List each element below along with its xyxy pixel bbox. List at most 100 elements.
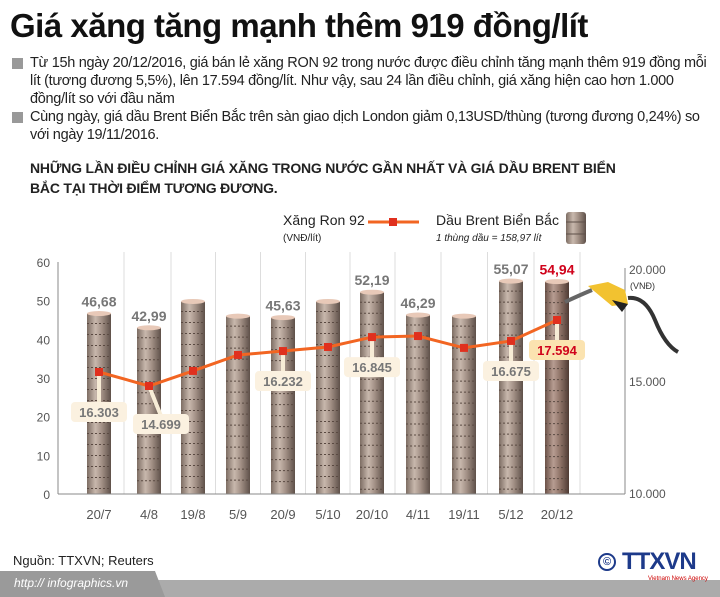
barrel-top (360, 289, 384, 295)
gasoline-label-box (255, 371, 311, 392)
logo-text: TTXVN (622, 548, 697, 575)
left-tick-label: 60 (37, 256, 51, 270)
gasoline-label-box (529, 339, 585, 360)
copyright-icon: © (598, 553, 616, 571)
website-link[interactable]: http:// infographics.vn (14, 576, 129, 590)
gasoline-data-label: 16.675 (491, 364, 531, 379)
gasoline-data-label: 14.699 (141, 417, 181, 432)
logo-subtext: Vietnam News Agency (648, 576, 708, 582)
brent-bar (226, 313, 250, 494)
ttxvn-logo: © TTXVN Vietnam News Agency (598, 550, 716, 584)
right-tick-label: 20.000 (629, 263, 666, 277)
gasoline-data-label: 16.845 (352, 360, 392, 375)
right-tick-label: 15.000 (629, 375, 666, 389)
barrel-body (452, 316, 476, 494)
left-tick-label: 20 (37, 411, 51, 425)
page-title: Giá xăng tăng mạnh thêm 919 đồng/lít (10, 7, 588, 44)
barrel-top (181, 298, 205, 304)
gasoline-label-box (71, 402, 127, 422)
gasoline-point (368, 333, 376, 342)
barrel-top (545, 279, 569, 285)
gasoline-label-box (483, 360, 539, 381)
gasoline-point (145, 382, 153, 390)
header: Giá xăng tăng mạnh thêm 919 đồng/lít Từ … (10, 6, 718, 198)
bullet-list: Từ 15h ngày 20/12/2016, giá bán lẻ xăng … (12, 54, 718, 144)
barrel-body (226, 316, 250, 494)
x-tick-label: 20/12 (541, 507, 574, 522)
x-tick-label: 20/7 (86, 507, 111, 522)
brent-data-label: 52,19 (354, 272, 389, 288)
brent-bar: 45,63 (265, 298, 301, 494)
footer-bar (0, 580, 720, 597)
left-tick-label: 40 (37, 333, 51, 347)
legend-gas-unit: (VNĐ/lít) (283, 233, 321, 244)
bullet-text: Cùng ngày, giá dầu Brent Biển Bắc trên s… (30, 109, 700, 143)
brent-data-label: 55,07 (493, 261, 528, 277)
barrel-top (452, 313, 476, 319)
barrel-top (316, 298, 340, 304)
x-tick-label: 4/8 (140, 507, 158, 522)
brent-bar: 55,07 (493, 261, 529, 494)
bullet-2: Cùng ngày, giá dầu Brent Biển Bắc trên s… (12, 108, 718, 144)
url-tab (0, 571, 165, 597)
brent-bar: 54,94 (539, 262, 575, 494)
brent-bar: 42,99 (131, 308, 167, 494)
right-axis-unit: (VNĐ) (630, 281, 655, 291)
brent-bar (452, 313, 476, 494)
source-text: Nguồn: TTXVN; Reuters (13, 553, 154, 568)
barrel-top (137, 325, 161, 331)
legend-brent-note: 1 thùng dầu = 158,97 lít (436, 232, 543, 244)
gasoline-label-box (344, 357, 400, 378)
legend-barrel-icon (566, 212, 586, 244)
legend-marker-icon (389, 218, 397, 226)
gasoline-point (460, 343, 468, 352)
barrel-top (406, 312, 430, 318)
gasoline-point (507, 336, 515, 345)
chart-title: NHỮNG LẦN ĐIỀU CHỈNH GIÁ XĂNG TRONG NƯỚC… (30, 160, 616, 196)
left-tick-label: 30 (37, 372, 51, 386)
legend-brent-label: Dầu Brent Biển Bắc (436, 212, 559, 228)
brent-data-label: 42,99 (131, 308, 166, 324)
callout-pointer (147, 385, 163, 417)
x-tick-label: 5/9 (229, 507, 247, 522)
gasoline-point (279, 347, 287, 356)
right-tick-label: 10.000 (629, 487, 666, 501)
legend-gas-label: Xăng Ron 92 (283, 212, 365, 228)
bullet-1: Từ 15h ngày 20/12/2016, giá bán lẻ xăng … (12, 54, 718, 108)
brent-data-label: 46,29 (400, 295, 435, 311)
left-tick-label: 10 (37, 449, 51, 463)
bullet-square-icon (12, 58, 23, 69)
chart: 46,68 42,99 45,63 52,19 46,29 55,07 54,94 16.3… (37, 212, 680, 522)
brent-data-label: 45,63 (265, 298, 300, 314)
barrel-body (360, 292, 384, 494)
barrel-body (271, 317, 295, 494)
x-tick-label: 4/11 (406, 507, 430, 522)
left-tick-label: 50 (37, 295, 51, 309)
barrel-top (271, 315, 295, 321)
gasoline-point (324, 342, 332, 351)
x-tick-label: 5/12 (498, 507, 523, 522)
gasoline-point (234, 350, 242, 359)
barrel-top (87, 311, 111, 317)
gasoline-point (414, 332, 422, 341)
gasoline-point (95, 368, 103, 376)
barrel-body (499, 281, 523, 494)
fuel-nozzle-icon (564, 282, 680, 354)
brent-bar: 52,19 (354, 272, 390, 494)
bullet-text: Từ 15h ngày 20/12/2016, giá bán lẻ xăng … (30, 55, 707, 107)
left-tick-label: 0 (43, 488, 50, 502)
x-tick-label: 20/9 (270, 507, 295, 522)
gasoline-label-box (133, 414, 189, 434)
x-tick-label: 20/10 (356, 507, 389, 522)
brent-data-label: 46,68 (81, 294, 116, 310)
gasoline-data-label: 16.303 (79, 405, 119, 420)
barrel-top (226, 313, 250, 319)
x-tick-label: 19/11 (448, 507, 480, 522)
brent-bar (316, 298, 340, 494)
brent-bar: 46,29 (400, 295, 436, 494)
gasoline-data-label: 17.594 (537, 343, 578, 358)
x-tick-label: 19/8 (180, 507, 205, 522)
gasoline-data-label: 16.232 (263, 374, 303, 389)
x-tick-label: 5/10 (315, 507, 340, 522)
gasoline-point (553, 315, 561, 324)
